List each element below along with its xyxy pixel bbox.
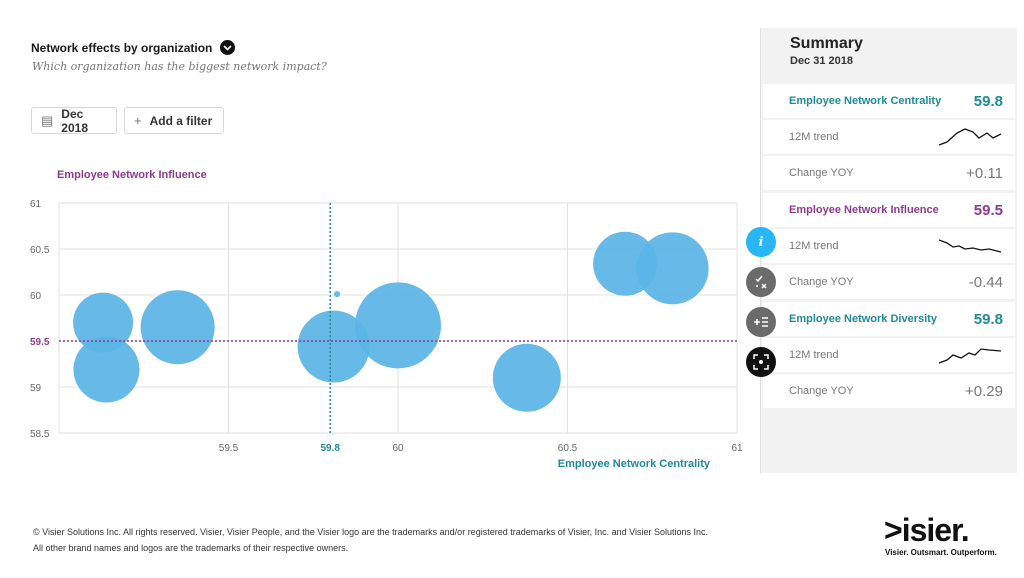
metric-name: Employee Network Centrality bbox=[789, 95, 942, 107]
sparkline-influence bbox=[938, 239, 1002, 253]
change-label: Change YOY bbox=[789, 276, 854, 288]
visier-tagline: Visier. Outsmart. Outperform. bbox=[885, 548, 997, 557]
trend-label: 12M trend bbox=[789, 349, 839, 361]
calendar-icon: ▤ bbox=[41, 112, 54, 128]
x-tick-label: 60.5 bbox=[558, 443, 578, 454]
chevron-down-icon[interactable] bbox=[220, 40, 236, 55]
y-tick-label: 60 bbox=[30, 291, 42, 302]
date-label: Dec 2018 bbox=[61, 106, 88, 135]
y-tick-label: 61 bbox=[30, 199, 42, 210]
metric-name: Employee Network Diversity bbox=[789, 313, 937, 325]
metric-value: 59.8 bbox=[973, 310, 1003, 328]
x-axis-title: Employee Network Centrality bbox=[558, 458, 711, 470]
data-bubble bbox=[73, 292, 134, 353]
focus-icon[interactable] bbox=[746, 347, 776, 377]
x-tick-label: 59.5 bbox=[219, 443, 239, 454]
x-tick-label: 59.8 bbox=[320, 443, 340, 454]
bubble-chart: Employee Network Influence Employee Netw… bbox=[30, 169, 743, 470]
compare-icon[interactable] bbox=[746, 267, 776, 297]
metric-diversity-trend-row: 12M trend bbox=[763, 338, 1015, 372]
chart-title: Network effects by organization bbox=[31, 40, 236, 55]
change-value: -0.44 bbox=[968, 273, 1003, 291]
metric-influence-trend-row: 12M trend bbox=[763, 229, 1015, 263]
metric-diversity-change-row: Change YOY +0.29 bbox=[763, 374, 1015, 408]
chart-title-text: Network effects by organization bbox=[31, 40, 213, 55]
change-value: +0.11 bbox=[966, 164, 1003, 182]
date-picker-button[interactable]: ▤ Dec 2018 bbox=[31, 106, 117, 135]
data-bubble bbox=[73, 336, 140, 403]
data-bubble bbox=[333, 291, 340, 298]
metric-value: 59.5 bbox=[973, 201, 1003, 219]
y-tick-label: 59.5 bbox=[30, 337, 50, 348]
sparkline-centrality bbox=[938, 128, 1002, 146]
metric-diversity-row[interactable]: Employee Network Diversity 59.8 bbox=[763, 302, 1015, 336]
trend-label: 12M trend bbox=[789, 240, 839, 252]
sparkline-diversity bbox=[938, 348, 1002, 364]
info-icon[interactable]: i bbox=[746, 227, 776, 257]
metric-influence-change-row: Change YOY -0.44 bbox=[763, 265, 1015, 299]
y-tick-label: 60.5 bbox=[30, 245, 50, 256]
change-value: +0.29 bbox=[965, 382, 1003, 400]
change-label: Change YOY bbox=[789, 385, 854, 397]
metric-value: 59.8 bbox=[973, 92, 1003, 110]
x-tick-label: 61 bbox=[731, 443, 743, 454]
chart-subtitle: Which organization has the biggest netwo… bbox=[32, 60, 327, 73]
add-filter-button[interactable]: + Add a filter bbox=[124, 107, 224, 134]
trend-label: 12M trend bbox=[789, 131, 839, 143]
visier-logo: >isier. bbox=[884, 512, 970, 548]
metric-centrality-change-row: Change YOY +0.11 bbox=[763, 156, 1015, 190]
x-tick-label: 60 bbox=[392, 443, 404, 454]
y-tick-label: 58.5 bbox=[30, 429, 50, 440]
y-axis-title: Employee Network Influence bbox=[57, 169, 207, 181]
change-label: Change YOY bbox=[789, 167, 854, 179]
add-filter-label: Add a filter bbox=[149, 113, 213, 128]
plus-icon: + bbox=[134, 113, 142, 128]
data-bubble bbox=[297, 310, 370, 383]
add-list-icon[interactable] bbox=[746, 307, 776, 337]
summary-date: Dec 31 2018 bbox=[790, 55, 853, 67]
metric-centrality-row[interactable]: Employee Network Centrality 59.8 bbox=[763, 84, 1015, 118]
data-bubble bbox=[140, 290, 215, 365]
metric-name: Employee Network Influence bbox=[789, 204, 939, 216]
summary-title: Summary bbox=[790, 35, 863, 52]
data-bubble bbox=[492, 343, 561, 412]
footer-trademarks: All other brand names and logos are the … bbox=[33, 543, 349, 553]
data-bubble bbox=[636, 232, 709, 305]
data-bubble bbox=[355, 282, 441, 369]
metric-centrality-trend-row: 12M trend bbox=[763, 120, 1015, 154]
metric-influence-row[interactable]: Employee Network Influence 59.5 bbox=[763, 193, 1015, 227]
footer-copyright: © Visier Solutions Inc. All rights reser… bbox=[33, 527, 708, 537]
y-tick-label: 59 bbox=[30, 383, 42, 394]
